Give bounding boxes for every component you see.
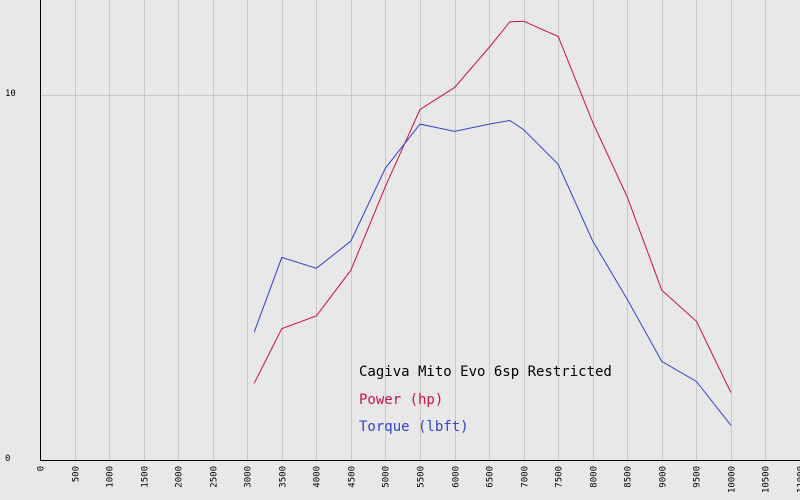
x-tick-label: 500 [72,466,82,482]
x-tick-label: 11000 [797,466,800,493]
power-line [253,20,732,393]
x-tick-label: 9500 [693,466,703,488]
x-tick-label: 1000 [106,466,116,488]
torque-line [253,119,732,426]
y-tick-label: 10 [5,89,16,99]
x-tick-labels: 0 500 1000 1500 2000 2500 3000 3500 4000 4500 5000… [37,466,800,493]
vertical-grid [75,0,766,460]
x-tick-label: 8000 [590,466,600,488]
y-tick-label: 0 [5,454,10,464]
x-tick-label: 8500 [624,466,634,488]
x-tick-label: 5500 [417,466,427,488]
x-tick-label: 7500 [555,466,565,488]
y-tick-labels: 0 10 [5,89,16,464]
legend: Cagiva Mito Evo 6sp Restricted Power (hp… [359,364,612,435]
x-tick-label: 6500 [486,466,496,488]
axes [40,0,800,461]
series-lines [253,20,732,426]
x-tick-label: 4500 [348,466,358,488]
x-tick-label: 9000 [659,466,669,488]
x-tick-label: 10000 [728,466,738,493]
x-tick-label: 2000 [175,466,185,488]
x-tick-label: 3500 [279,466,289,488]
x-tick-label: 2500 [210,466,220,488]
chart-title: Cagiva Mito Evo 6sp Restricted [359,364,612,380]
x-tick-label: 4000 [313,466,323,488]
legend-power: Power (hp) [359,392,443,408]
legend-torque: Torque (lbft) [359,419,469,435]
x-tick-label: 5000 [382,466,392,488]
x-tick-label: 6000 [452,466,462,488]
x-tick-label: 0 [37,466,47,471]
x-tick-label: 7000 [521,466,531,488]
x-tick-label: 1500 [141,466,151,488]
x-tick-label: 10500 [762,466,772,493]
x-tick-label: 3000 [244,466,254,488]
